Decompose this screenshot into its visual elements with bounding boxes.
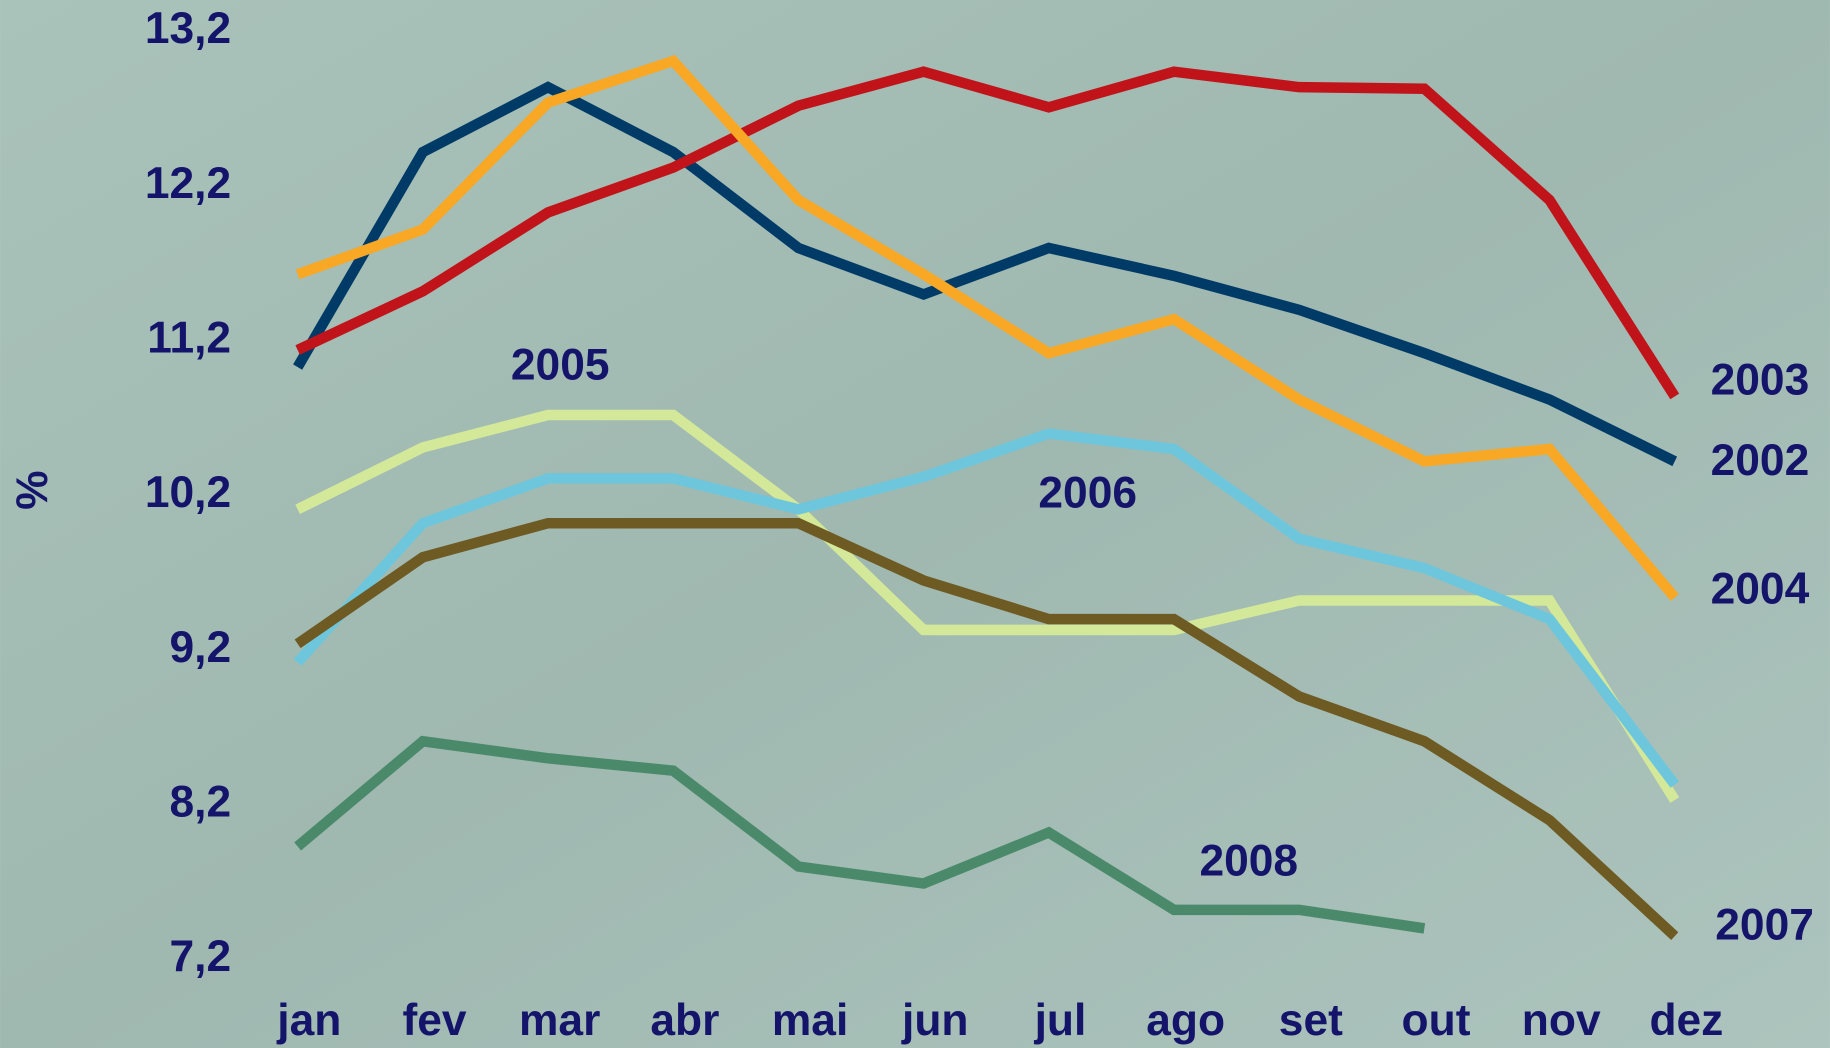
series-label: 2008 [1199, 836, 1298, 885]
y-tick-label: 10,2 [145, 468, 231, 517]
x-tick-label: jun [901, 996, 968, 1045]
y-tick-label: 11,2 [147, 313, 231, 362]
series-label: 2002 [1711, 436, 1810, 485]
x-tick-label: jan [276, 996, 341, 1045]
series-line [294, 517, 1679, 940]
x-tick-label: out [1402, 996, 1471, 1045]
x-tick-label: abr [650, 996, 719, 1045]
series-line [295, 409, 1680, 803]
y-tick-label: 13,2 [145, 4, 231, 53]
y-tick-label: 9,2 [169, 623, 231, 672]
x-tick-label: ago [1146, 996, 1225, 1045]
x-tick-label: dez [1649, 996, 1723, 1045]
x-tick-label: fev [402, 996, 466, 1045]
series-line [293, 428, 1679, 788]
x-tick-label: nov [1522, 996, 1601, 1045]
x-tick-label: jul [1034, 996, 1087, 1045]
x-tick-label: mar [519, 996, 600, 1045]
series-label: 2006 [1038, 469, 1137, 518]
series-line [295, 54, 1679, 601]
series-label: 2007 [1715, 901, 1814, 950]
y-tick-label: 12,2 [145, 159, 231, 208]
y-tick-label: 8,2 [169, 777, 231, 826]
series-label: 2005 [511, 340, 610, 389]
y-tick-label: 7,2 [169, 932, 231, 981]
x-tick-label: set [1279, 996, 1343, 1045]
x-tick-label: mai [772, 996, 848, 1045]
series-line [293, 81, 1678, 467]
series-line [295, 66, 1680, 400]
series-label: 2004 [1711, 564, 1810, 613]
series-line [294, 735, 1426, 934]
y-axis-label: % [8, 470, 57, 509]
series-label: 2003 [1711, 356, 1810, 405]
